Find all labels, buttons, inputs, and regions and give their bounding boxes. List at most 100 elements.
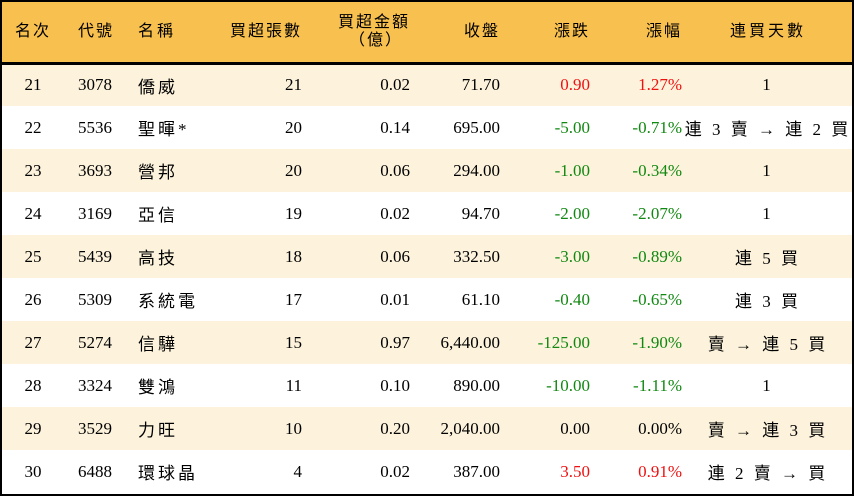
cell-close: 294.00 <box>453 160 500 180</box>
cell-change-pct: -0.34% <box>632 160 682 180</box>
cell-rank: 22 <box>24 117 42 137</box>
cell-rank: 30 <box>24 461 42 481</box>
cell-net-buy-amount: 0.02 <box>380 75 410 95</box>
cell-net-buy-amount: 0.01 <box>380 289 410 309</box>
cell-change: -1.00 <box>554 160 590 180</box>
table-row: 22 5536 聖暉* 20 0.14 695.00 -5.00 -0.71% 連 3 賣 → … <box>2 106 852 149</box>
cell-change-pct: -0.65% <box>632 289 682 309</box>
cell-net-buy-amount: 0.06 <box>380 160 410 180</box>
cell-change-pct: -0.71% <box>632 117 682 137</box>
cell-net-buy-amount: 0.02 <box>380 461 410 481</box>
cell-net-buy-amount: 0.20 <box>380 418 410 438</box>
table-row: 26 5309 系統電 17 0.01 61.10 -0.40 -0.65% 連 3 買 <box>2 278 852 321</box>
cell-streak-days: 賣 → 連 5 買 <box>707 335 829 354</box>
header-change: 漲跌 <box>504 2 594 65</box>
cell-change: 0.90 <box>560 75 590 95</box>
cell-stock-name: 聖暉* <box>138 120 190 139</box>
header-net-buy-lots: 買超張數 <box>216 2 320 65</box>
header-streak-days: 連買天數 <box>684 2 852 65</box>
cell-close: 6,440.00 <box>440 332 501 352</box>
cell-close: 695.00 <box>453 117 500 137</box>
cell-streak-days: 連 3 賣 → 連 2 買 <box>684 120 852 139</box>
cell-stock-name: 力旺 <box>138 421 178 440</box>
cell-change-pct: -0.89% <box>632 246 682 266</box>
cell-code: 3078 <box>78 75 112 95</box>
cell-close: 94.70 <box>461 203 500 223</box>
cell-code: 5439 <box>78 246 112 266</box>
cell-close: 332.50 <box>453 246 500 266</box>
cell-change: 3.50 <box>560 461 590 481</box>
cell-code: 6488 <box>78 461 112 481</box>
cell-net-buy-lots: 17 <box>285 289 302 309</box>
cell-rank: 28 <box>24 375 42 395</box>
cell-net-buy-lots: 11 <box>285 375 302 395</box>
cell-stock-name: 營邦 <box>138 163 178 182</box>
cell-net-buy-lots: 20 <box>285 160 302 180</box>
cell-code: 5536 <box>78 117 112 137</box>
header-net-buy-amount: 買超金額 （億） <box>320 2 414 65</box>
table-row: 28 3324 雙鴻 11 0.10 890.00 -10.00 -1.11% 1 <box>2 364 852 407</box>
cell-stock-name: 環球晶 <box>138 464 198 483</box>
cell-code: 3169 <box>78 203 112 223</box>
cell-change-pct: -1.90% <box>632 332 682 352</box>
cell-rank: 25 <box>24 246 42 266</box>
cell-code: 5274 <box>78 332 112 352</box>
cell-change: -0.40 <box>554 289 590 309</box>
cell-change-pct: 1.27% <box>638 75 682 95</box>
cell-net-buy-lots: 4 <box>293 461 303 481</box>
table-row: 30 6488 環球晶 4 0.02 387.00 3.50 0.91% 連 2 賣 → 買 <box>2 450 852 493</box>
cell-change-pct: 0.00% <box>638 418 682 438</box>
cell-streak-days: 連 5 買 <box>735 249 801 268</box>
cell-change-pct: 0.91% <box>638 461 682 481</box>
cell-change: -125.00 <box>537 332 590 352</box>
cell-code: 3693 <box>78 160 112 180</box>
cell-stock-name: 高技 <box>138 249 178 268</box>
cell-streak-days: 1 <box>762 75 774 95</box>
header-rank: 名次 <box>2 2 64 65</box>
cell-close: 387.00 <box>453 461 500 481</box>
cell-net-buy-amount: 0.14 <box>380 117 410 137</box>
header-name: 名稱 <box>132 2 216 65</box>
header-code: 代號 <box>64 2 132 65</box>
table-row: 25 5439 高技 18 0.06 332.50 -3.00 -0.89% 連 5 買 <box>2 235 852 278</box>
table-row: 27 5274 信驊 15 0.97 6,440.00 -125.00 -1.90% 賣 → 連… <box>2 321 852 364</box>
cell-rank: 26 <box>24 289 42 309</box>
cell-rank: 29 <box>24 418 42 438</box>
cell-net-buy-lots: 18 <box>285 246 302 266</box>
table-row: 29 3529 力旺 10 0.20 2,040.00 0.00 0.00% 賣 → 連 3 買 <box>2 407 852 450</box>
cell-net-buy-lots: 20 <box>285 117 302 137</box>
cell-net-buy-lots: 21 <box>285 75 302 95</box>
cell-close: 2,040.00 <box>440 418 501 438</box>
cell-net-buy-lots: 19 <box>285 203 302 223</box>
cell-stock-name: 信驊 <box>138 335 178 354</box>
cell-stock-name: 雙鴻 <box>138 378 178 397</box>
cell-net-buy-amount: 0.10 <box>380 375 410 395</box>
cell-code: 3529 <box>78 418 112 438</box>
header-amount-line1: 買超金額 <box>337 13 410 31</box>
cell-rank: 21 <box>24 75 42 95</box>
cell-change-pct: -2.07% <box>632 203 682 223</box>
cell-change: 0.00 <box>560 418 590 438</box>
cell-net-buy-amount: 0.02 <box>380 203 410 223</box>
cell-rank: 24 <box>24 203 42 223</box>
cell-streak-days: 賣 → 連 3 買 <box>707 421 829 440</box>
cell-net-buy-lots: 10 <box>285 418 302 438</box>
cell-streak-days: 1 <box>762 375 774 395</box>
cell-streak-days: 連 2 賣 → 買 <box>707 464 829 483</box>
cell-close: 71.70 <box>461 75 500 95</box>
header-amount-line2: （億） <box>348 31 403 49</box>
cell-code: 3324 <box>78 375 112 395</box>
cell-change-pct: -1.11% <box>633 375 682 395</box>
cell-net-buy-lots: 15 <box>285 332 302 352</box>
cell-streak-days: 1 <box>762 203 774 223</box>
cell-code: 5309 <box>78 289 112 309</box>
cell-stock-name: 系統電 <box>138 292 198 311</box>
cell-net-buy-amount: 0.97 <box>380 332 410 352</box>
cell-net-buy-amount: 0.06 <box>380 246 410 266</box>
cell-streak-days: 1 <box>762 160 774 180</box>
cell-rank: 23 <box>24 160 42 180</box>
table-row: 23 3693 營邦 20 0.06 294.00 -1.00 -0.34% 1 <box>2 149 852 192</box>
table-row: 21 3078 僑威 21 0.02 71.70 0.90 1.27% 1 <box>2 63 852 106</box>
header-close: 收盤 <box>414 2 504 65</box>
